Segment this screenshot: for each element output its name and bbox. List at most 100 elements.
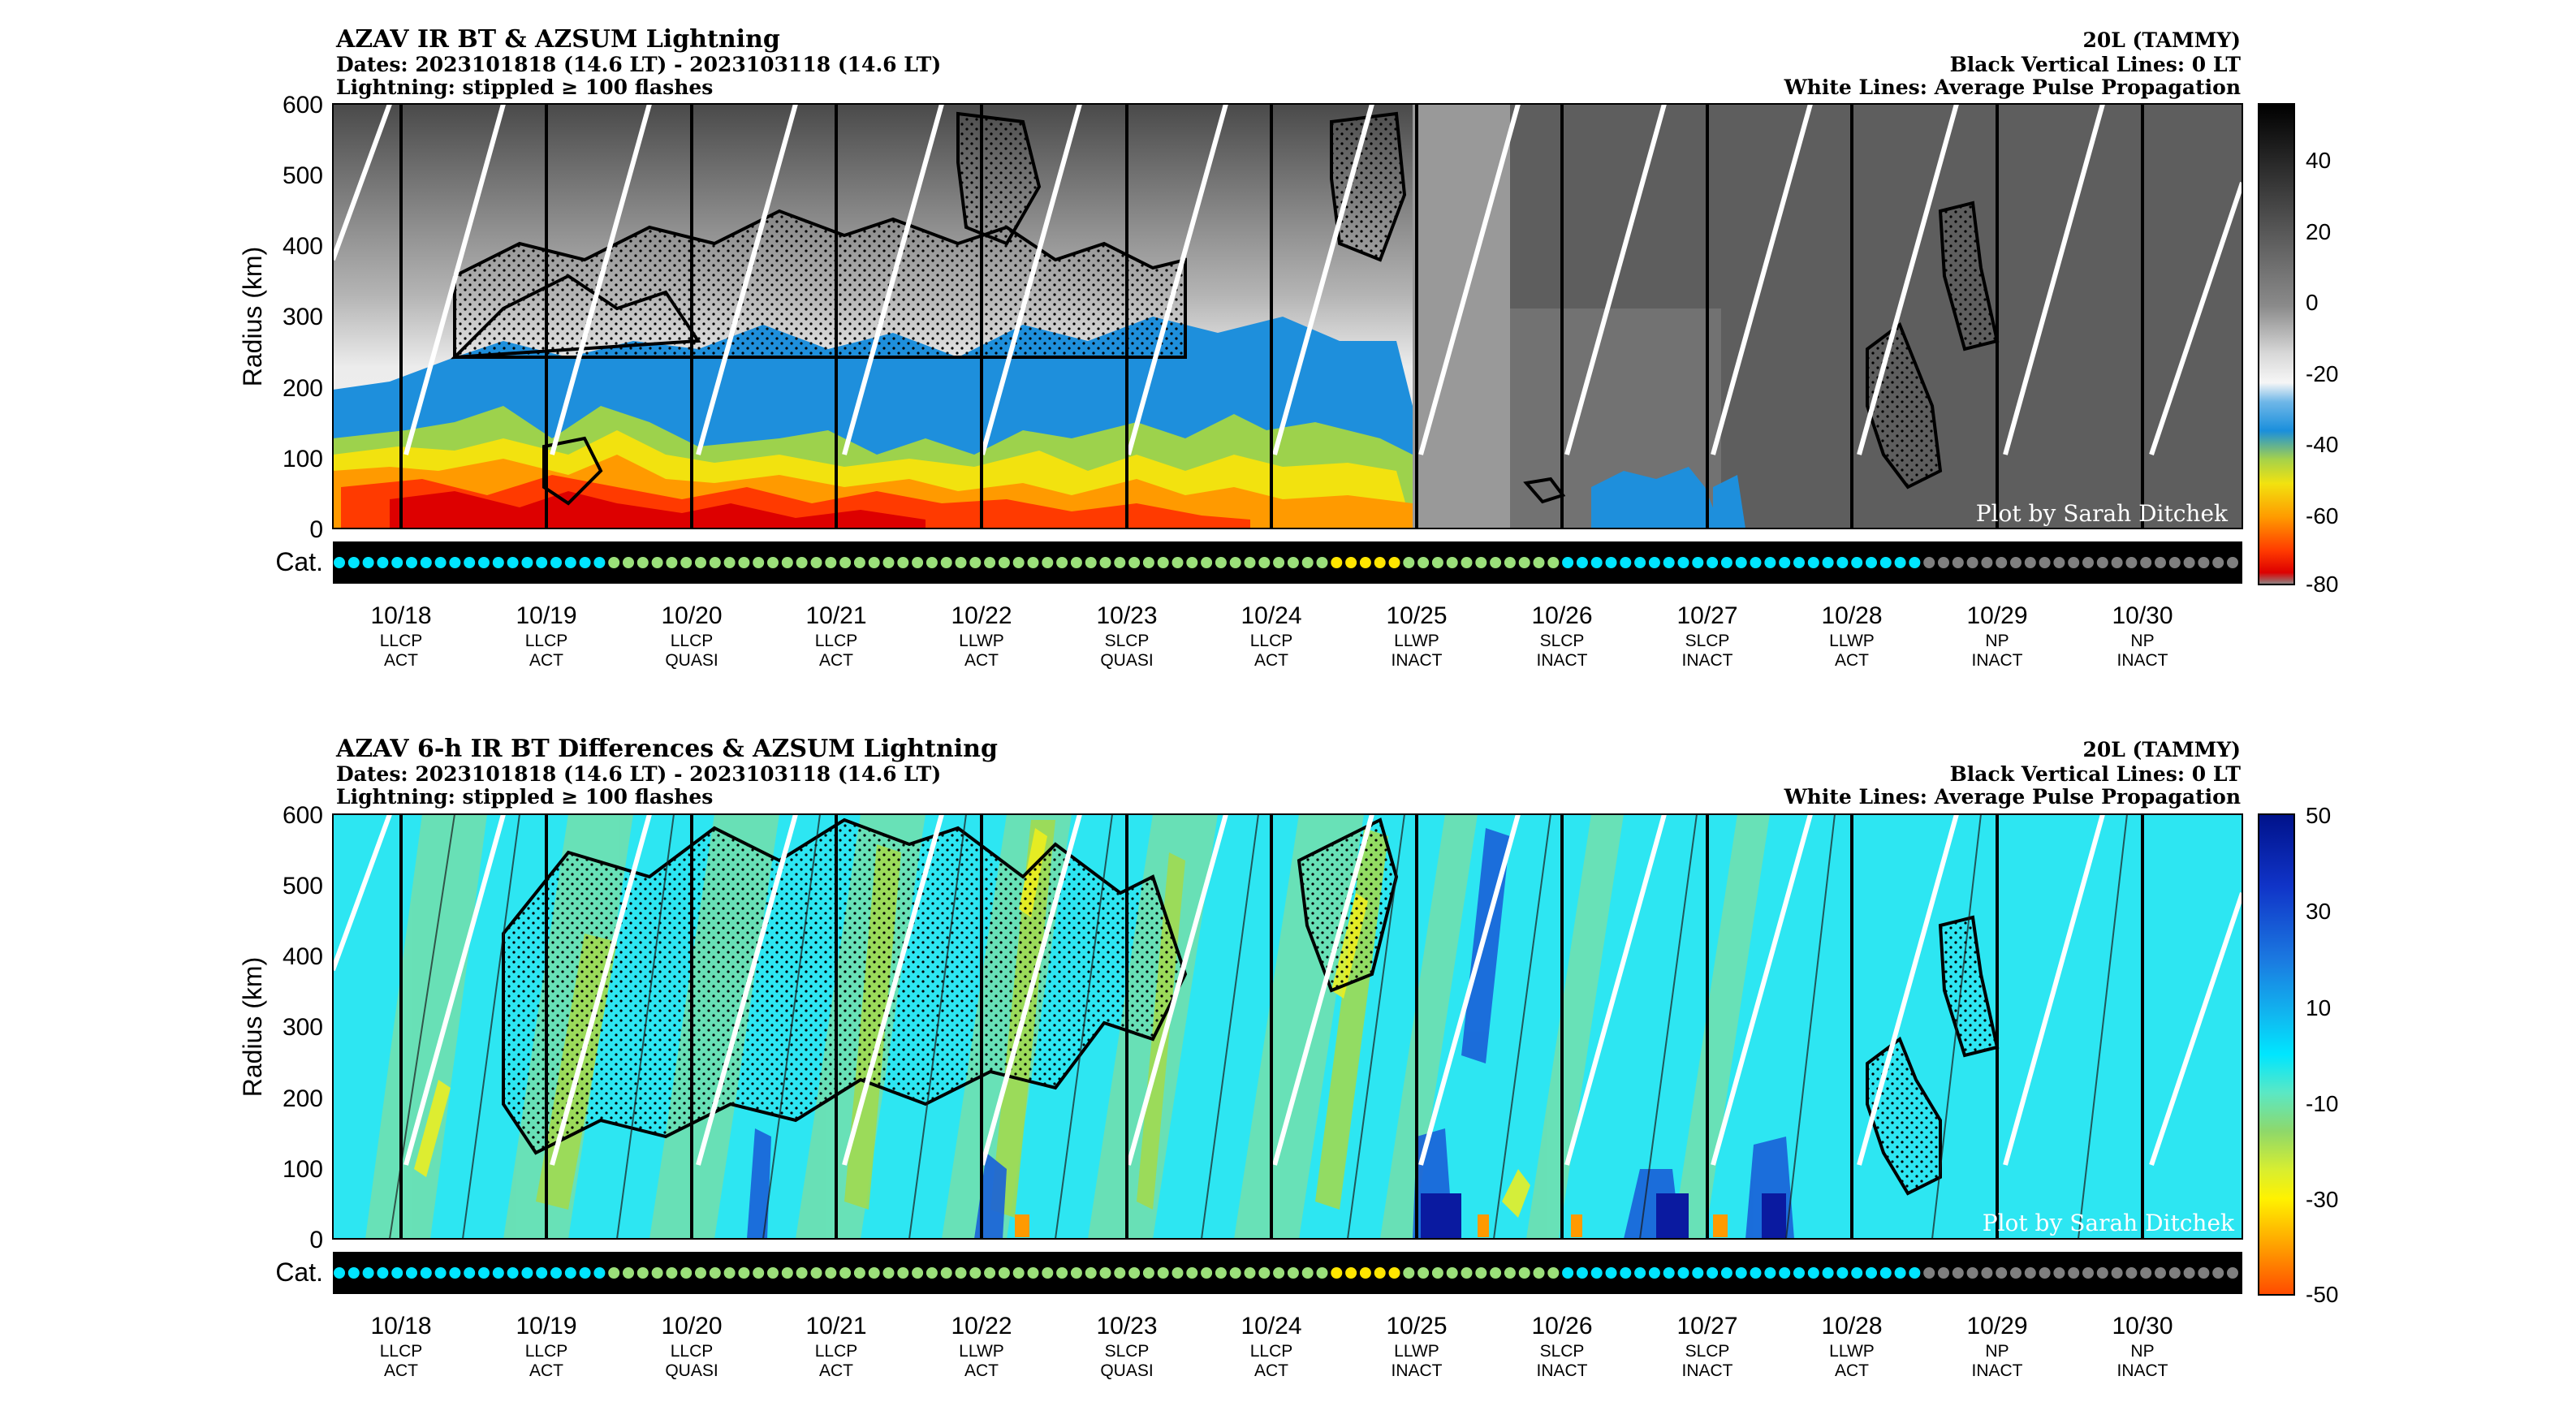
category-dot (636, 557, 649, 568)
svg-text:ACT: ACT (384, 651, 418, 670)
category-dot (767, 557, 779, 568)
category-dot (695, 1267, 706, 1279)
category-dot (998, 1267, 1010, 1279)
category-dot (926, 557, 938, 568)
category-dot (651, 1267, 663, 1279)
category-dot (449, 557, 461, 568)
svg-text:SLCP: SLCP (1685, 632, 1730, 650)
category-dot (1345, 1267, 1357, 1279)
svg-text:10/21: 10/21 (805, 1313, 866, 1339)
category-dot (1894, 557, 1906, 568)
panel2-black-0lt-lines (399, 814, 2144, 1239)
svg-text:INACT: INACT (1682, 651, 1733, 670)
colorbar-tick: -80 (2306, 572, 2338, 597)
svg-text:10/22: 10/22 (951, 1313, 1012, 1339)
category-dot (1012, 557, 1025, 568)
svg-text:LLWP: LLWP (959, 632, 1004, 650)
category-dot (1475, 1267, 1487, 1279)
svg-text:10/18: 10/18 (370, 602, 431, 629)
category-dot (1707, 557, 1719, 568)
svg-text:ACT: ACT (1835, 651, 1869, 670)
category-dot (666, 557, 678, 568)
category-dot (1042, 1267, 1054, 1279)
category-dot (1128, 557, 1141, 568)
category-dot (940, 1267, 952, 1279)
svg-text:SLCP: SLCP (1105, 1342, 1150, 1361)
category-dot (1316, 1267, 1328, 1279)
panel1-dates: Dates: 2023101818 (14.6 LT) - 2023103118… (336, 53, 941, 76)
category-dot (2082, 1267, 2094, 1279)
category-dot (362, 557, 374, 568)
category-dot (1692, 557, 1704, 568)
svg-text:LLWP: LLWP (1394, 632, 1439, 650)
category-dot (1822, 557, 1834, 568)
category-dot (1938, 557, 1949, 568)
category-dot (434, 557, 447, 568)
category-dot (391, 557, 403, 568)
category-dot (1099, 1267, 1111, 1279)
svg-text:10/19: 10/19 (516, 602, 576, 629)
svg-text:NP: NP (1985, 632, 2009, 650)
category-dot (984, 557, 996, 568)
category-dot (334, 1267, 345, 1279)
category-dot (1677, 557, 1689, 568)
category-dot (623, 1267, 634, 1279)
category-dot (2155, 1267, 2166, 1279)
category-dot (1056, 1267, 1068, 1279)
category-dot (377, 1267, 389, 1279)
category-dot (1388, 1267, 1400, 1279)
panel1-field (333, 104, 2242, 528)
svg-text:SLCP: SLCP (1685, 1342, 1730, 1361)
colorbar-tick: 0 (2306, 290, 2319, 315)
category-dot (955, 557, 967, 568)
category-dot (2212, 557, 2224, 568)
category-dot (2068, 1267, 2080, 1279)
category-dot (564, 557, 576, 568)
category-dot (550, 1267, 562, 1279)
svg-text:10/29: 10/29 (1966, 602, 2027, 629)
svg-text:0: 0 (309, 516, 323, 543)
category-dot (839, 1267, 852, 1279)
category-dot (1157, 1267, 1169, 1279)
category-dot (1431, 1267, 1443, 1279)
svg-text:SLCP: SLCP (1540, 1342, 1585, 1361)
category-dot (723, 557, 736, 568)
category-dot (796, 557, 808, 568)
category-dot (1042, 557, 1054, 568)
category-dot (347, 1267, 360, 1279)
svg-text:INACT: INACT (1972, 1361, 2023, 1380)
category-dot (1128, 1267, 1141, 1279)
category-dot (1648, 1267, 1660, 1279)
category-dot (1735, 1267, 1747, 1279)
category-dot (810, 1267, 822, 1279)
category-dot (1938, 1267, 1949, 1279)
panel1-storm-name: 20L (TAMMY) (2082, 28, 2241, 52)
panel2-white-lines-note: White Lines: Average Pulse Propagation (1784, 785, 2241, 809)
category-dot (767, 1267, 779, 1279)
category-dot (362, 1267, 374, 1279)
panel-ir-bt: AZAV IR BT & AZSUM Lightning Dates: 2023… (238, 25, 2338, 670)
svg-text:LLWP: LLWP (1829, 632, 1875, 650)
category-dot (897, 557, 909, 568)
category-dot (347, 557, 360, 568)
category-dot (406, 1267, 417, 1279)
svg-text:INACT: INACT (1537, 651, 1588, 670)
svg-text:ACT: ACT (384, 1361, 418, 1380)
panel1-axes-frame (332, 103, 2243, 529)
svg-text:LLCP: LLCP (525, 1342, 568, 1361)
category-dot (1909, 1267, 1921, 1279)
panel2-black-lines-note: Black Vertical Lines: 0 LT (1950, 762, 2242, 786)
category-dot (1446, 1267, 1458, 1279)
category-dot (1287, 557, 1299, 568)
category-dot (1027, 1267, 1039, 1279)
svg-text:10/30: 10/30 (2112, 1313, 2173, 1339)
category-dot (449, 1267, 461, 1279)
category-dot (1374, 1267, 1386, 1279)
category-dot (1114, 1267, 1126, 1279)
svg-text:LLCP: LLCP (525, 632, 568, 650)
category-dot (1996, 557, 2008, 568)
category-dot (1461, 557, 1473, 568)
panel2-axes-frame (332, 813, 2243, 1240)
